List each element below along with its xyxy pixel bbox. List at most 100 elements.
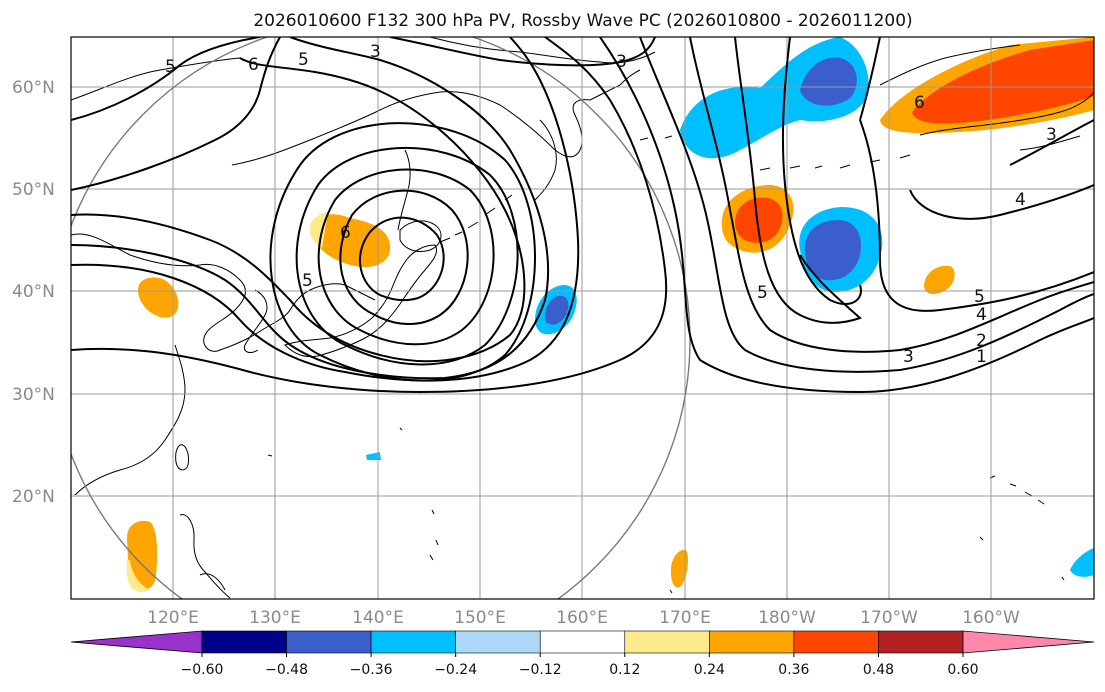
contour-inner-1 — [358, 216, 445, 302]
contour-ridge-3 — [689, 37, 1094, 353]
map-frame — [70, 36, 1095, 600]
region-circle — [71, 37, 691, 599]
contour-label: 3 — [370, 42, 381, 62]
contour-label: 5 — [165, 57, 176, 77]
contour-inner-2 — [339, 189, 469, 325]
anomaly-japan-orange — [312, 214, 391, 268]
contour-ridge-5 — [781, 37, 862, 305]
coast-aleutians — [639, 135, 911, 171]
lat-label-20n: 20°N — [12, 487, 55, 507]
coast-kuril — [439, 194, 513, 243]
lon-label-170w: 170°W — [860, 608, 918, 628]
colorbar-segment — [455, 630, 541, 654]
anomaly-ne-red — [912, 40, 1094, 124]
colorbar-tick-label: 0.24 — [694, 662, 725, 678]
contour-label: 3 — [1046, 125, 1057, 145]
contour-label: 6 — [340, 223, 351, 243]
shaded-anomalies — [126, 37, 1094, 592]
anomaly-n-blue — [800, 57, 857, 106]
gridlines — [71, 37, 1094, 599]
anomaly-c1-red — [735, 197, 783, 243]
anomaly-c2-blue — [804, 220, 862, 281]
colorbar-segment — [539, 630, 626, 654]
lon-label-130e: 130°E — [249, 608, 301, 628]
coast-hawaii — [989, 475, 1045, 505]
colorbar-tick-label: 0.60 — [947, 662, 978, 678]
anomaly-south-orange — [670, 549, 689, 588]
colorbar-segment — [793, 630, 879, 654]
colorbar-extend-high — [962, 630, 1095, 654]
contour-3-outer — [71, 37, 668, 394]
anomaly-sw-yellow — [126, 560, 150, 592]
contour-label: 5 — [757, 283, 768, 303]
anomaly-china-orange — [138, 277, 179, 318]
contour-inner-3 — [317, 168, 495, 346]
contour-label: 6 — [248, 55, 259, 75]
contour-label: 1 — [976, 347, 987, 367]
coast-islands-south — [267, 427, 1065, 594]
colorbar-tick-label: −0.12 — [519, 662, 562, 678]
lon-label-120e: 120°E — [147, 608, 199, 628]
coast-kamchatka — [534, 69, 641, 201]
colorbar-tick-label: −0.24 — [434, 662, 477, 678]
contour-4-outer — [71, 37, 580, 382]
contour-label: 5 — [302, 271, 313, 291]
colorbar-segment — [286, 630, 372, 654]
contour-label: 3 — [903, 347, 914, 367]
colorbar-segment — [624, 630, 710, 654]
contour-east-top — [859, 37, 881, 121]
longitude-labels: 120°E 130°E 140°E 150°E 160°E 170°E 180°… — [147, 608, 1020, 628]
figure-title: 2026010600 F132 300 hPa PV, Rossby Wave … — [253, 11, 912, 31]
colorbar-tick-label: 0.12 — [609, 662, 640, 678]
coast-russia-okhotsk — [231, 91, 591, 166]
contour-label: 2 — [976, 331, 987, 351]
anomaly-small-orange — [924, 265, 955, 295]
pv-contours — [71, 37, 1094, 394]
colorbar-tick-label: −0.48 — [265, 662, 308, 678]
contour-label: 5 — [974, 287, 985, 307]
lat-label-50n: 50°N — [12, 180, 55, 200]
colorbar: −0.60 −0.48 −0.36 −0.24 −0.12 0.12 0.24 0.36 0.4… — [70, 630, 1095, 678]
anomaly-small-cyan — [366, 452, 381, 460]
colorbar-tick-label: 0.36 — [778, 662, 809, 678]
colorbar-tick-label: 0.48 — [863, 662, 894, 678]
colorbar-segment — [878, 630, 964, 654]
contour-label: 5 — [298, 50, 309, 70]
coast-korea — [243, 289, 268, 353]
colorbar-segment — [709, 630, 795, 654]
contour-east-1 — [859, 119, 1094, 312]
contour-top-5 — [71, 37, 261, 121]
colorbar-segment — [370, 630, 456, 654]
anomaly-japan-yellow — [309, 212, 328, 248]
colorbar-segment — [201, 630, 287, 654]
latitude-labels: 20°N 30°N 40°N 50°N 60°N — [12, 78, 55, 507]
contour-ridge-2 — [639, 37, 1094, 373]
contour-label: 3 — [616, 52, 627, 72]
contour-5-outer — [71, 37, 550, 380]
lon-label-170e: 170°E — [659, 608, 711, 628]
coast-philippines — [179, 514, 231, 599]
map-panel: 5 6 5 3 3 6 5 5 3 6 3 4 5 4 3 2 1 — [71, 37, 1094, 599]
coast-asia-east — [71, 233, 376, 352]
lat-label-30n: 30°N — [12, 385, 55, 405]
lon-label-180w: 180°W — [758, 608, 816, 628]
contour-labels: 5 6 5 3 3 6 5 5 3 6 3 4 5 4 3 2 1 — [165, 42, 1057, 367]
anomaly-se-cyan — [1070, 548, 1094, 577]
contour-label: 6 — [914, 93, 925, 113]
colorbar-tick-label: −0.36 — [350, 662, 393, 678]
contour-ridge-1 — [599, 37, 1094, 394]
contour-east-4 — [909, 184, 1094, 220]
contour-label: 4 — [1015, 190, 1026, 210]
lat-label-60n: 60°N — [12, 78, 55, 98]
anomaly-pacific-blue — [545, 295, 569, 325]
coast-china-south — [74, 344, 186, 496]
contour-east-3 — [1009, 119, 1094, 166]
contour-6-outer — [71, 57, 526, 363]
lat-label-40n: 40°N — [12, 282, 55, 302]
colorbar-tick-label: −0.60 — [181, 662, 224, 678]
colorbar-extend-low — [70, 630, 203, 654]
contour-top-6 — [71, 37, 281, 191]
contour-label: 4 — [976, 305, 987, 325]
